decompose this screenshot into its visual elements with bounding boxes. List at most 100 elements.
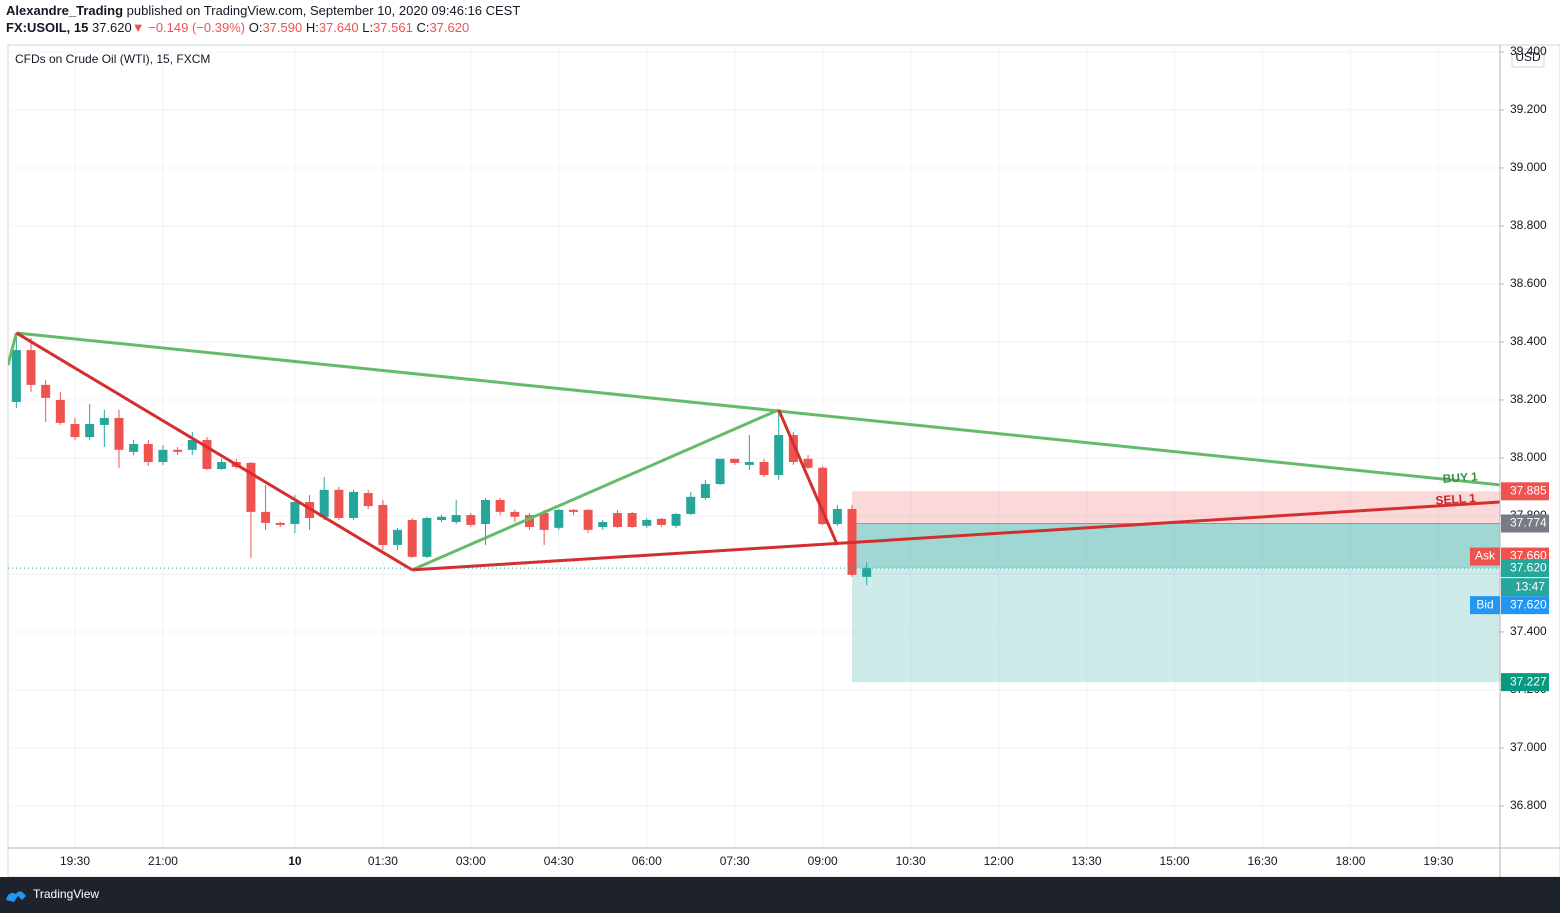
line-label: SELL 1	[1435, 491, 1477, 508]
price-label: 37.227	[1510, 674, 1547, 688]
x-tick-label: 15:00	[1160, 854, 1190, 868]
price-label: 37.620	[1510, 597, 1547, 611]
candle-body	[466, 515, 476, 525]
author: Alexandre_Trading	[6, 3, 123, 18]
candle-body	[393, 529, 403, 545]
price-label-bg	[1501, 514, 1549, 533]
x-tick-label: 19:30	[1423, 854, 1453, 868]
ohlc-label: C:	[416, 20, 429, 35]
trend-line	[411, 408, 780, 572]
logo-icon	[6, 891, 26, 902]
candle-body	[480, 500, 490, 525]
candle-body	[363, 493, 373, 507]
currency-box	[1511, 48, 1545, 68]
candle-body	[686, 496, 696, 514]
x-tick-label: 04:30	[544, 854, 574, 868]
price-label: 37.885	[1510, 483, 1547, 497]
candle-body	[495, 500, 505, 512]
x-tick-label: 18:00	[1335, 854, 1365, 868]
ohlc-value: 37.620	[429, 20, 469, 35]
y-tick-label: 38.200	[1510, 392, 1547, 406]
price-tag-bg	[1470, 547, 1500, 566]
y-tick-label: 36.800	[1510, 798, 1547, 812]
price-label-bg	[1501, 596, 1549, 615]
candle-body	[583, 509, 593, 530]
x-tick-label: 07:30	[720, 854, 750, 868]
line-label: BUY 1	[1442, 469, 1478, 485]
last: 37.620	[92, 20, 132, 35]
x-tick-label: 09:00	[808, 854, 838, 868]
candle-body	[524, 515, 534, 527]
price-tag: Ask	[1475, 549, 1496, 563]
candle-body	[788, 435, 798, 463]
candle-body	[99, 417, 109, 425]
candle-body	[70, 424, 80, 438]
y-tick-label: 38.600	[1510, 276, 1547, 290]
trend-line	[8, 332, 18, 366]
candle-body	[774, 435, 784, 476]
trend-line	[777, 409, 839, 546]
x-tick-label: 10	[288, 854, 302, 868]
ohlc-label: L:	[362, 20, 373, 35]
price-label-bg	[1501, 559, 1549, 578]
candle-body	[85, 424, 95, 438]
candle-body	[55, 399, 65, 423]
price-label: 37.620	[1510, 560, 1547, 574]
x-tick-label: 06:00	[632, 854, 662, 868]
x-tick-label: 19:30	[60, 854, 90, 868]
candle-body	[246, 462, 256, 512]
y-tick-label: 39.200	[1510, 102, 1547, 116]
x-tick-label: 12:00	[984, 854, 1014, 868]
target-zone	[852, 523, 1500, 683]
ohlc-value: 37.561	[373, 20, 413, 35]
candle-body	[451, 515, 461, 523]
candle-body	[422, 517, 432, 557]
x-tick-label: 16:30	[1247, 854, 1277, 868]
header-line: Alexandre_Trading published on TradingVi…	[6, 3, 520, 18]
candle-body	[114, 417, 124, 450]
trend-line	[412, 500, 1500, 572]
brand: TradingView	[33, 887, 99, 901]
candle-body	[334, 489, 344, 518]
candle-body	[217, 462, 227, 469]
candle-body	[744, 462, 754, 465]
price-tag-bg	[1470, 596, 1500, 615]
candle-body	[554, 509, 564, 528]
countdown: 13:47	[1515, 579, 1545, 593]
y-tick-label: 39.400	[1510, 44, 1547, 58]
price-label-bg	[1501, 482, 1549, 501]
axes	[8, 45, 1560, 877]
ohlc-value: 37.590	[262, 20, 302, 35]
chart-title: CFDs on Crude Oil (WTI), 15, FXCM	[15, 52, 210, 66]
candle-body	[627, 513, 637, 527]
candle-body	[407, 520, 417, 557]
candle-body	[26, 350, 36, 385]
candle-body	[319, 489, 329, 517]
countdown-bg	[1501, 578, 1549, 597]
candle-body	[818, 467, 828, 525]
candle-body	[510, 511, 520, 517]
plot-area: BUY 1 SELL 1	[8, 45, 1500, 848]
candle-body	[261, 511, 271, 523]
candle-body	[715, 458, 725, 485]
y-tick-label: 37.400	[1510, 624, 1547, 638]
candle-body	[671, 513, 681, 526]
candle-body	[158, 449, 168, 463]
ohlc-label: H:	[306, 20, 319, 35]
symbol: FX:USOIL, 15	[6, 20, 88, 35]
candle-body	[700, 484, 710, 498]
candle-body	[290, 502, 300, 525]
candle-body	[202, 439, 212, 469]
y-tick-label: 37.000	[1510, 740, 1547, 754]
ohlc-label: O:	[249, 20, 263, 35]
candle-body	[378, 504, 388, 545]
x-tick-label: 13:30	[1072, 854, 1102, 868]
candle-body	[129, 444, 139, 452]
change: ▼ −0.149 (−0.39%)	[132, 20, 245, 35]
currency: USD	[1515, 50, 1541, 64]
y-tick-label: 38.400	[1510, 334, 1547, 348]
trend-line	[16, 331, 1500, 487]
candle-body	[349, 491, 359, 518]
published: published on TradingView.com, September …	[127, 3, 521, 18]
